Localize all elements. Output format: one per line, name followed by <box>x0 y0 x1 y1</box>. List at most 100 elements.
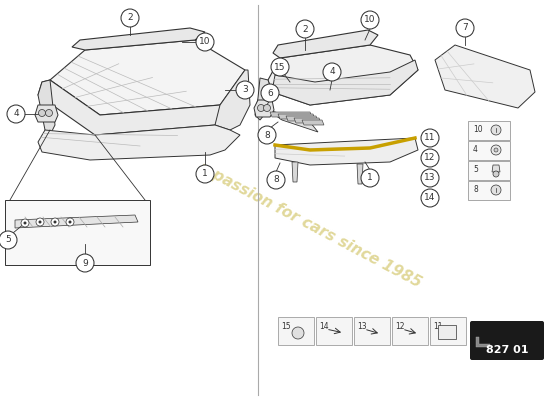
Text: 827 01: 827 01 <box>486 345 528 355</box>
Circle shape <box>292 327 304 339</box>
Circle shape <box>493 171 499 177</box>
Bar <box>468 181 510 200</box>
Circle shape <box>39 220 41 224</box>
Polygon shape <box>255 78 272 120</box>
Text: 10: 10 <box>364 16 376 24</box>
Bar <box>438 325 456 339</box>
Circle shape <box>361 11 379 29</box>
Polygon shape <box>292 162 298 182</box>
Polygon shape <box>273 30 378 58</box>
Circle shape <box>323 63 341 81</box>
Circle shape <box>258 126 276 144</box>
FancyBboxPatch shape <box>470 321 544 360</box>
Circle shape <box>66 218 74 226</box>
Text: 6: 6 <box>267 88 273 98</box>
Polygon shape <box>270 112 312 117</box>
Circle shape <box>24 222 26 224</box>
Polygon shape <box>275 138 418 165</box>
Polygon shape <box>278 114 315 119</box>
Text: 11: 11 <box>424 134 436 142</box>
Circle shape <box>267 171 285 189</box>
Text: 8: 8 <box>473 186 478 194</box>
Text: 13: 13 <box>424 174 436 182</box>
Text: 2: 2 <box>302 24 308 34</box>
Circle shape <box>421 189 439 207</box>
Bar <box>468 141 510 160</box>
Bar <box>354 317 390 345</box>
Polygon shape <box>286 116 318 121</box>
Text: 8: 8 <box>273 176 279 184</box>
Circle shape <box>7 105 25 123</box>
Bar <box>5 200 150 265</box>
Text: 4: 4 <box>329 68 335 76</box>
Polygon shape <box>272 60 418 105</box>
Polygon shape <box>492 165 500 172</box>
Text: 11: 11 <box>433 322 443 331</box>
Circle shape <box>36 218 44 226</box>
Circle shape <box>51 218 59 226</box>
Circle shape <box>53 220 57 224</box>
Circle shape <box>69 220 72 224</box>
Polygon shape <box>268 110 318 132</box>
Circle shape <box>494 148 498 152</box>
Circle shape <box>491 185 501 195</box>
Circle shape <box>491 145 501 155</box>
Text: 3: 3 <box>242 86 248 94</box>
Text: 4: 4 <box>473 146 478 154</box>
Circle shape <box>121 9 139 27</box>
Circle shape <box>263 104 271 112</box>
Circle shape <box>456 19 474 37</box>
Bar <box>468 161 510 180</box>
Polygon shape <box>38 125 240 160</box>
Text: 15: 15 <box>281 322 290 331</box>
Polygon shape <box>302 120 324 125</box>
Circle shape <box>196 165 214 183</box>
Polygon shape <box>476 337 490 347</box>
Text: 13: 13 <box>357 322 367 331</box>
Polygon shape <box>15 215 138 228</box>
Polygon shape <box>294 118 321 123</box>
Polygon shape <box>50 40 245 115</box>
Text: 15: 15 <box>274 62 286 72</box>
Text: 14: 14 <box>424 194 436 202</box>
Polygon shape <box>215 70 250 130</box>
Circle shape <box>271 58 289 76</box>
Polygon shape <box>72 28 205 50</box>
Circle shape <box>296 20 314 38</box>
Circle shape <box>421 149 439 167</box>
Circle shape <box>491 125 501 135</box>
Circle shape <box>21 219 29 227</box>
Polygon shape <box>435 45 535 108</box>
Text: 1: 1 <box>202 170 208 178</box>
Text: 14: 14 <box>319 322 329 331</box>
Circle shape <box>421 129 439 147</box>
Polygon shape <box>268 45 418 105</box>
Text: 12: 12 <box>395 322 404 331</box>
Text: 2: 2 <box>127 14 133 22</box>
Text: a passion for cars since 1985: a passion for cars since 1985 <box>196 160 424 290</box>
Text: 8: 8 <box>264 130 270 140</box>
Circle shape <box>236 81 254 99</box>
Circle shape <box>46 110 52 116</box>
Bar <box>278 317 314 345</box>
Text: 7: 7 <box>462 24 468 32</box>
Text: 9: 9 <box>82 258 88 268</box>
Polygon shape <box>38 80 240 135</box>
Circle shape <box>421 169 439 187</box>
Circle shape <box>0 231 17 249</box>
Text: 10: 10 <box>199 38 211 46</box>
Text: 10: 10 <box>473 126 483 134</box>
Bar <box>468 121 510 140</box>
Polygon shape <box>35 105 58 122</box>
Circle shape <box>39 110 46 116</box>
Bar <box>430 317 466 345</box>
Circle shape <box>261 84 279 102</box>
Bar <box>392 317 428 345</box>
Text: 4: 4 <box>13 110 19 118</box>
Text: 5: 5 <box>5 236 11 244</box>
Polygon shape <box>254 100 274 117</box>
Circle shape <box>257 104 265 112</box>
Polygon shape <box>38 80 55 135</box>
Text: 5: 5 <box>473 166 478 174</box>
Text: 12: 12 <box>424 154 436 162</box>
